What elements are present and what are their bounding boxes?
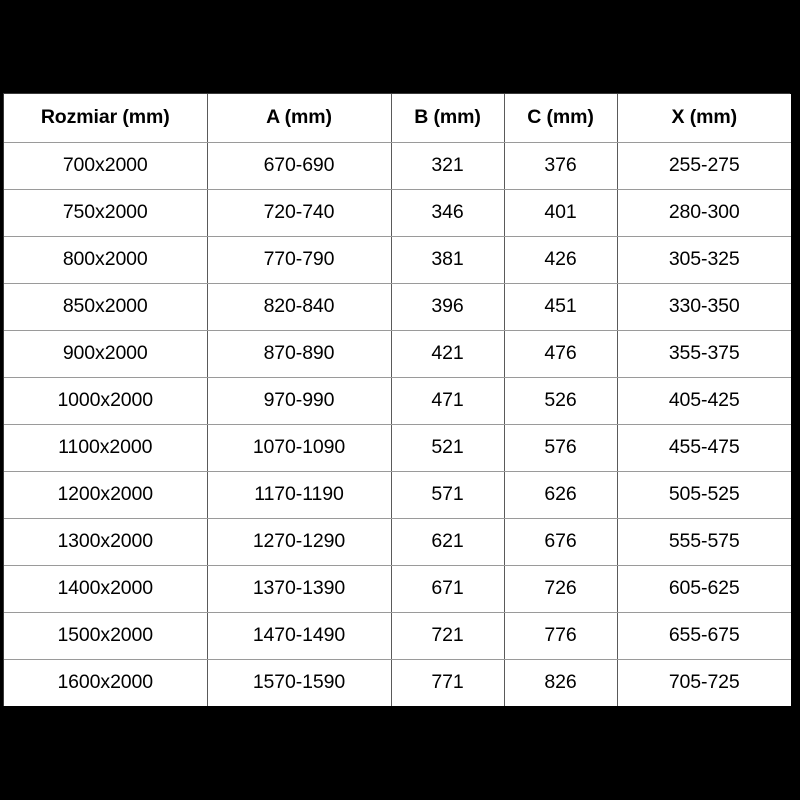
table-cell-c: 676 <box>504 518 618 566</box>
table-row: 800x2000 770-790 381 426 305-325 <box>4 236 791 284</box>
table-cell-a: 1170-1190 <box>207 471 392 519</box>
table-cell-size: 700x2000 <box>4 142 208 190</box>
table-cell-a: 870-890 <box>207 330 392 378</box>
table-cell-x: 555-575 <box>617 518 791 566</box>
table-cell-a: 1070-1090 <box>207 424 392 472</box>
column-header-b: B (mm) <box>391 94 505 143</box>
table-row: 1400x2000 1370-1390 671 726 605-625 <box>4 565 791 613</box>
table-row: 700x2000 670-690 321 376 255-275 <box>4 142 791 190</box>
table-cell-c: 476 <box>504 330 618 378</box>
table-cell-c: 526 <box>504 377 618 425</box>
table-row: 900x2000 870-890 421 476 355-375 <box>4 330 791 378</box>
table-cell-b: 571 <box>391 471 505 519</box>
table-body: 700x2000 670-690 321 376 255-275 750x2000 720-… <box>4 142 791 706</box>
table-cell-c: 726 <box>504 565 618 613</box>
table-cell-b: 346 <box>391 189 505 237</box>
table-cell-b: 771 <box>391 659 505 706</box>
table-row: 850x2000 820-840 396 451 330-350 <box>4 283 791 331</box>
table-cell-c: 376 <box>504 142 618 190</box>
table-cell-a: 1370-1390 <box>207 565 392 613</box>
dimensions-table-container: Rozmiar (mm) A (mm) B (mm) C (mm) X (mm)… <box>3 93 791 706</box>
table-cell-x: 605-625 <box>617 565 791 613</box>
table-row: 1000x2000 970-990 471 526 405-425 <box>4 377 791 425</box>
table-cell-a: 820-840 <box>207 283 392 331</box>
table-cell-b: 471 <box>391 377 505 425</box>
table-cell-c: 451 <box>504 283 618 331</box>
table-cell-b: 521 <box>391 424 505 472</box>
table-cell-x: 330-350 <box>617 283 791 331</box>
table-cell-size: 750x2000 <box>4 189 208 237</box>
table-cell-b: 721 <box>391 612 505 660</box>
table-row: 1500x2000 1470-1490 721 776 655-675 <box>4 612 791 660</box>
table-cell-c: 826 <box>504 659 618 706</box>
table-cell-x: 455-475 <box>617 424 791 472</box>
table-row: 1100x2000 1070-1090 521 576 455-475 <box>4 424 791 472</box>
table-cell-size: 1400x2000 <box>4 565 208 613</box>
table-cell-size: 1000x2000 <box>4 377 208 425</box>
table-cell-x: 705-725 <box>668 671 740 694</box>
table-cell-size: 1200x2000 <box>4 471 208 519</box>
table-cell-a: 670-690 <box>207 142 392 190</box>
table-cell-c: 626 <box>504 471 618 519</box>
table-cell-b: 421 <box>391 330 505 378</box>
table-cell-size: 1500x2000 <box>4 612 208 660</box>
table-header-row: Rozmiar (mm) A (mm) B (mm) C (mm) X (mm) <box>4 94 791 143</box>
column-header-x: X (mm) <box>617 94 791 143</box>
table-cell-b: 381 <box>391 236 505 284</box>
table-cell-x: 255-275 <box>617 142 791 190</box>
column-header-a: A (mm) <box>207 94 392 143</box>
table-cell-x: 280-300 <box>617 189 791 237</box>
table-cell-size: 800x2000 <box>4 236 208 284</box>
table-cell-a: 720-740 <box>207 189 392 237</box>
table-cell-c: 576 <box>504 424 618 472</box>
table-cell-x: 355-375 <box>617 330 791 378</box>
table-cell-x: 305-325 <box>617 236 791 284</box>
table-cell-a: 770-790 <box>207 236 392 284</box>
table-cell-b: 321 <box>391 142 505 190</box>
table-cell-c: 776 <box>504 612 618 660</box>
table-cell-b: 396 <box>391 283 505 331</box>
table-row: 1300x2000 1270-1290 621 676 555-575 <box>4 518 791 566</box>
table-row: 1200x2000 1170-1190 571 626 505-525 <box>4 471 791 519</box>
table-cell-size: 1300x2000 <box>4 518 208 566</box>
table-cell-a: 1570-1590 <box>207 659 392 706</box>
table-cell-size: 850x2000 <box>4 283 208 331</box>
table-cell-b: 671 <box>391 565 505 613</box>
table-row: 750x2000 720-740 346 401 280-300 <box>4 189 791 237</box>
table-cell-a: 970-990 <box>207 377 392 425</box>
table-cell-c: 426 <box>504 236 618 284</box>
table-cell-size: 900x2000 <box>4 330 208 378</box>
table-cell-x: 655-675 <box>617 612 791 660</box>
table-cell-size: 1100x2000 <box>4 424 208 472</box>
table-cell-a: 1470-1490 <box>207 612 392 660</box>
table-cell-size: 1600x2000 <box>4 659 208 706</box>
table-cell-c: 401 <box>504 189 618 237</box>
table-cell-a: 1270-1290 <box>207 518 392 566</box>
table-row: 1600x2000 1570-1590 771 826 705-725 <box>4 659 791 706</box>
dimensions-table: Rozmiar (mm) A (mm) B (mm) C (mm) X (mm)… <box>4 94 791 706</box>
table-header: Rozmiar (mm) A (mm) B (mm) C (mm) X (mm) <box>4 94 791 143</box>
table-cell-x: 405-425 <box>617 377 791 425</box>
table-cell-b: 621 <box>391 518 505 566</box>
column-header-c: C (mm) <box>504 94 618 143</box>
table-cell-x: 505-525 <box>617 471 791 519</box>
column-header-size: Rozmiar (mm) <box>4 94 208 143</box>
